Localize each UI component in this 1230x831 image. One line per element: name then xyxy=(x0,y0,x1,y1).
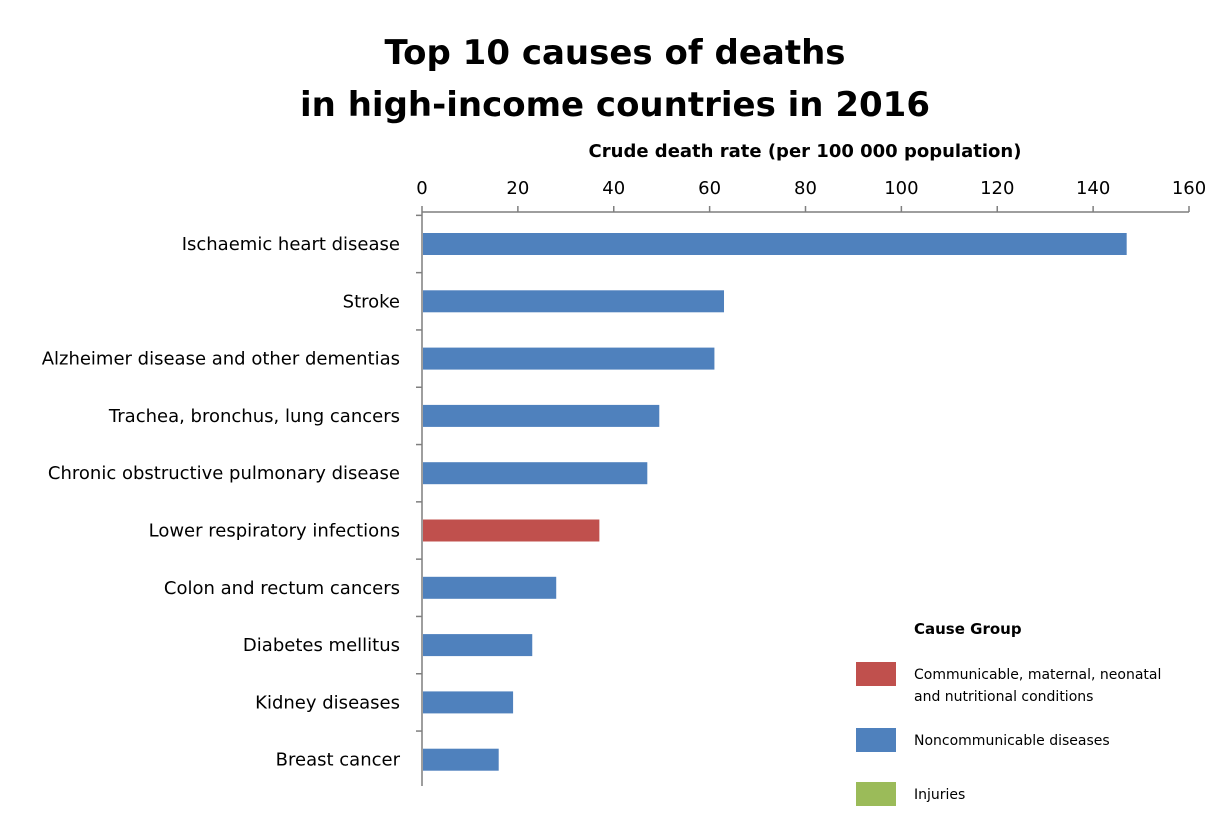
legend-label-communicable-maternal-neonatal-and-nutritional-conditions: Communicable, maternal, neonatal xyxy=(914,667,1161,683)
category-label-ischaemic-heart-disease: Ischaemic heart disease xyxy=(182,234,400,255)
bar-ischaemic-heart-disease xyxy=(423,233,1127,255)
chart-title-line-1: Top 10 causes of deaths xyxy=(384,33,845,73)
legend-label-communicable-maternal-neonatal-and-nutritional-conditions: and nutritional conditions xyxy=(914,689,1093,705)
x-tick-label: 160 xyxy=(1172,178,1206,199)
bar-chronic-obstructive-pulmonary-disease xyxy=(423,462,648,485)
legend-label-injuries: Injuries xyxy=(914,787,965,803)
category-label-trachea-bronchus-lung-cancers: Trachea, bronchus, lung cancers xyxy=(108,406,400,427)
x-axis-ticks: 0 20 40 60 80 100 120 140 160 xyxy=(416,178,1206,212)
x-tick-label: 140 xyxy=(1076,178,1110,199)
legend-swatch-communicable-maternal-neonatal-and-nutritional-conditions xyxy=(856,662,896,686)
bar-diabetes-mellitus xyxy=(423,634,533,657)
x-tick-label: 0 xyxy=(416,178,427,199)
x-axis-title: Crude death rate (per 100 000 population… xyxy=(589,141,1022,162)
category-label-colon-and-rectum-cancers: Colon and rectum cancers xyxy=(164,578,400,599)
legend-label-noncommunicable-diseases: Noncommunicable diseases xyxy=(914,733,1110,749)
legend: Cause Group Communicable, maternal, neona… xyxy=(856,620,1161,806)
bar-lower-respiratory-infections xyxy=(423,519,600,542)
bar-colon-and-rectum-cancers xyxy=(423,576,557,599)
bars xyxy=(423,233,1127,771)
bar-stroke xyxy=(423,290,725,313)
chart-title-line-2: in high-income countries in 2016 xyxy=(300,85,930,125)
x-tick-label: 120 xyxy=(980,178,1014,199)
category-label-stroke: Stroke xyxy=(343,291,400,312)
x-tick-label: 80 xyxy=(794,178,817,199)
category-label-diabetes-mellitus: Diabetes mellitus xyxy=(243,635,400,656)
category-labels: Ischaemic heart disease Stroke Alzheimer d… xyxy=(42,234,401,771)
legend-swatch-noncommunicable-diseases xyxy=(856,728,896,752)
axes xyxy=(416,211,1189,786)
legend-swatch-injuries xyxy=(856,782,896,806)
x-tick-label: 100 xyxy=(884,178,918,199)
bar-alzheimer-disease-and-other-dementias xyxy=(423,347,715,370)
x-tick-label: 60 xyxy=(698,178,721,199)
bar-trachea-bronchus-lung-cancers xyxy=(423,404,660,427)
category-label-chronic-obstructive-pulmonary-disease: Chronic obstructive pulmonary disease xyxy=(48,463,400,484)
category-label-lower-respiratory-infections: Lower respiratory infections xyxy=(149,521,400,542)
category-label-alzheimer-disease-and-other-dementias: Alzheimer disease and other dementias xyxy=(42,349,400,370)
category-label-breast-cancer: Breast cancer xyxy=(276,750,401,771)
bar-kidney-diseases xyxy=(423,691,514,714)
legend-title: Cause Group xyxy=(914,620,1022,638)
bar-breast-cancer xyxy=(423,748,499,771)
x-tick-label: 40 xyxy=(602,178,625,199)
x-tick-label: 20 xyxy=(506,178,529,199)
category-label-kidney-diseases: Kidney diseases xyxy=(255,692,400,713)
